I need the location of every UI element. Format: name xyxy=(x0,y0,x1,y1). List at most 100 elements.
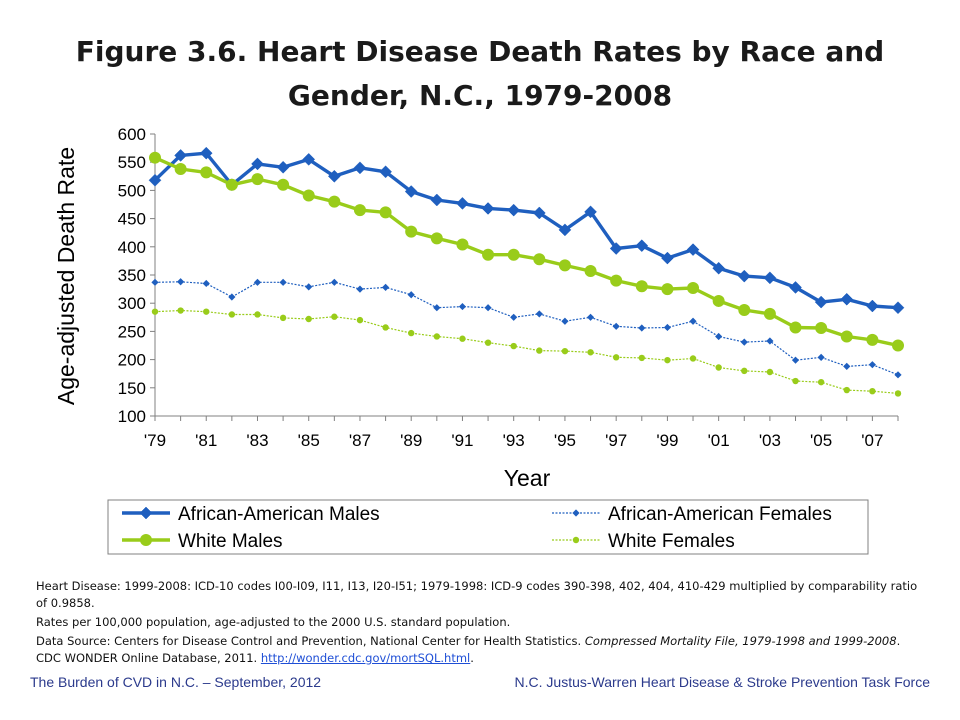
data-point xyxy=(609,242,623,255)
data-point xyxy=(379,165,392,179)
y-tick-label: 150 xyxy=(118,379,146,398)
data-point xyxy=(586,313,595,321)
data-point xyxy=(689,317,697,325)
data-point xyxy=(738,303,751,316)
data-point xyxy=(712,261,726,275)
data-point xyxy=(661,251,674,265)
x-tick-label: '95 xyxy=(554,431,576,450)
x-tick-label: '83 xyxy=(246,431,268,450)
data-point xyxy=(225,178,238,191)
data-point xyxy=(789,281,802,294)
data-point xyxy=(177,278,185,286)
data-point xyxy=(712,294,725,307)
x-tick-label: '81 xyxy=(195,431,217,450)
data-point xyxy=(561,317,569,325)
legend-label: White Males xyxy=(178,531,283,552)
data-point xyxy=(279,314,287,322)
data-point xyxy=(430,193,444,207)
data-point xyxy=(612,354,620,361)
legend-swatch-marker xyxy=(572,536,580,544)
data-point xyxy=(430,232,443,245)
line-chart: 100 150 200 250 300 350 400 450 500 550 600 '79 '81 '… xyxy=(53,125,905,555)
data-point xyxy=(277,178,290,191)
data-point xyxy=(686,243,700,256)
legend-swatch-marker xyxy=(572,509,580,517)
data-point xyxy=(404,185,418,198)
data-point xyxy=(536,347,543,354)
y-tick-label: 400 xyxy=(118,238,146,257)
y-tick-label: 100 xyxy=(118,407,146,426)
data-point xyxy=(584,205,597,219)
data-point xyxy=(200,166,213,179)
data-point xyxy=(149,151,161,164)
data-point xyxy=(251,157,264,171)
chart-title-line-1: Figure 3.6. Heart Disease Death Rates by… xyxy=(75,35,885,68)
data-point xyxy=(177,307,184,314)
data-point xyxy=(843,362,851,370)
data-point xyxy=(661,283,674,296)
series-line xyxy=(154,156,899,348)
data-point xyxy=(866,333,879,346)
data-point xyxy=(558,259,571,272)
series-line xyxy=(153,151,899,310)
data-point xyxy=(408,329,415,337)
data-point xyxy=(228,293,236,301)
data-point xyxy=(151,308,159,315)
note-rates: Rates per 100,000 population, age-adjust… xyxy=(36,615,511,629)
data-source-period: . xyxy=(470,651,474,665)
chart-title: Figure 3.6. Heart Disease Death Rates by… xyxy=(40,30,920,118)
data-point xyxy=(305,283,313,291)
data-point xyxy=(763,307,776,320)
data-point xyxy=(535,310,543,318)
data-point xyxy=(433,304,441,312)
legend-swatch-marker xyxy=(140,534,152,546)
y-tick-label: 250 xyxy=(118,322,146,341)
data-point xyxy=(843,386,850,394)
legend-item-white-females: White Females xyxy=(552,531,735,552)
data-point xyxy=(612,322,620,330)
data-source-link[interactable]: http://wonder.cdc.gov/mortSQL.html xyxy=(260,651,471,665)
y-tick-label: 200 xyxy=(118,351,146,370)
data-point xyxy=(763,271,777,285)
data-point xyxy=(715,332,723,341)
y-tick-label: 300 xyxy=(118,294,146,313)
data-point xyxy=(327,169,341,183)
data-point xyxy=(199,146,213,160)
data-point xyxy=(356,285,364,293)
data-point xyxy=(254,311,261,318)
data-point xyxy=(328,195,341,208)
data-point xyxy=(817,378,825,386)
data-point xyxy=(894,371,902,379)
y-tick-label: 450 xyxy=(118,210,146,229)
x-tick-label: '03 xyxy=(759,431,781,450)
data-point xyxy=(817,353,825,361)
y-axis-title: Age-adjusted Death Rate xyxy=(53,147,79,405)
data-point xyxy=(331,313,338,320)
chart-title-line-2: Gender, N.C., 1979-2008 xyxy=(287,79,673,112)
data-point xyxy=(561,347,569,355)
chart-axes: 100 150 200 250 300 350 400 450 500 550 600 '79 '81 '… xyxy=(118,125,899,450)
data-point xyxy=(868,361,876,369)
chart-legend: African-American Males African-American F… xyxy=(107,499,869,555)
legend-item-african-american-males: African-American Males xyxy=(122,504,380,525)
data-point xyxy=(251,173,264,186)
data-point xyxy=(302,153,316,166)
data-point xyxy=(202,279,210,288)
legend-label: African-American Males xyxy=(178,504,380,525)
data-point xyxy=(866,299,879,313)
data-point xyxy=(664,356,671,364)
x-tick-label: '93 xyxy=(503,431,525,450)
y-tick-label: 550 xyxy=(118,153,146,172)
data-source-publisher: . CDC WONDER Online Database, 2011. xyxy=(36,634,901,665)
legend-item-african-american-females: African-American Females xyxy=(552,504,832,525)
y-tick-label: 500 xyxy=(118,181,146,200)
data-point xyxy=(840,330,853,343)
data-point xyxy=(382,324,389,331)
data-point xyxy=(740,338,748,346)
data-point xyxy=(635,239,649,253)
data-point xyxy=(814,295,828,309)
data-point xyxy=(869,387,876,395)
data-point xyxy=(766,368,774,376)
data-point xyxy=(587,349,594,356)
series-african-american-females xyxy=(151,278,902,379)
